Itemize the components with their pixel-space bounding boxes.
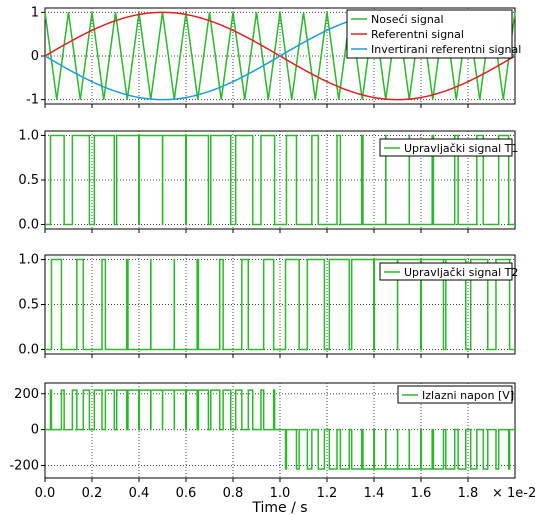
chart-panel-4: -200 0 200 Izlazni napon [V] [9,382,516,482]
x-tick-label: 0.4 [129,486,150,501]
legend-box [397,385,513,404]
y-tick-label: 200 [14,387,39,402]
chart-panel-1: -1 0 1 Noseći signal Referentni signal Invert… [26,5,521,108]
legend-label: Invertirani referentni signal [371,43,521,56]
legend-box [379,138,513,157]
x-tick-label: 0.2 [82,486,103,501]
legend: Izlazni napon [V] [397,385,514,404]
legend-label: Izlazni napon [V] [422,389,514,402]
legend: Upravljački signal T2 [379,262,518,281]
legend-label: Referentni signal [371,28,464,41]
y-tick-label: -200 [9,458,39,473]
x-axis-label: Time / s [251,500,307,515]
legend: Noseći signal Referentni signal Invertiran… [346,9,521,59]
y-tick-label: 0 [31,423,39,438]
x-tick-label: 1.6 [411,486,432,501]
x-tick-label: 1.4 [364,486,385,501]
y-tick-label: 1 [31,5,39,20]
chart-panel-3: 0.0 0.5 1.0 Upravljački signal T2 [18,253,518,358]
y-tick-label: 0.0 [18,343,39,358]
legend-label: Noseći signal [371,13,444,26]
legend-label: Upravljački signal T1 [404,142,518,155]
chart-panel-2: 0.0 0.5 1.0 Upravljački signal T1 [18,128,518,233]
series-line-1 [45,258,515,351]
x-tick-label: 1.8 [458,486,479,501]
series-line-1 [45,389,515,470]
y-tick-label: 0.5 [18,298,39,313]
legend: Upravljački signal T1 [379,138,518,157]
y-tick-label: 1.0 [18,128,39,143]
x-tick-label: 0.6 [176,486,197,501]
legend-label: Upravljački signal T2 [404,266,518,279]
series-line-1 [44,12,516,100]
x-multiplier: × 1e-2 [492,486,535,501]
y-tick-label: 0.5 [18,173,39,188]
y-tick-label: 1.0 [18,253,39,268]
series-line-1 [45,134,515,226]
y-tick-label: 0.0 [18,218,39,233]
x-tick-label: 0.0 [35,486,56,501]
y-tick-label: -1 [26,93,39,108]
x-tick-label: 1.0 [270,486,291,501]
x-tick-label: 1.2 [317,486,338,501]
x-tick-label: 0.8 [223,486,244,501]
y-tick-label: 0 [31,49,39,64]
legend-box [346,9,513,59]
legend-box [379,262,513,281]
